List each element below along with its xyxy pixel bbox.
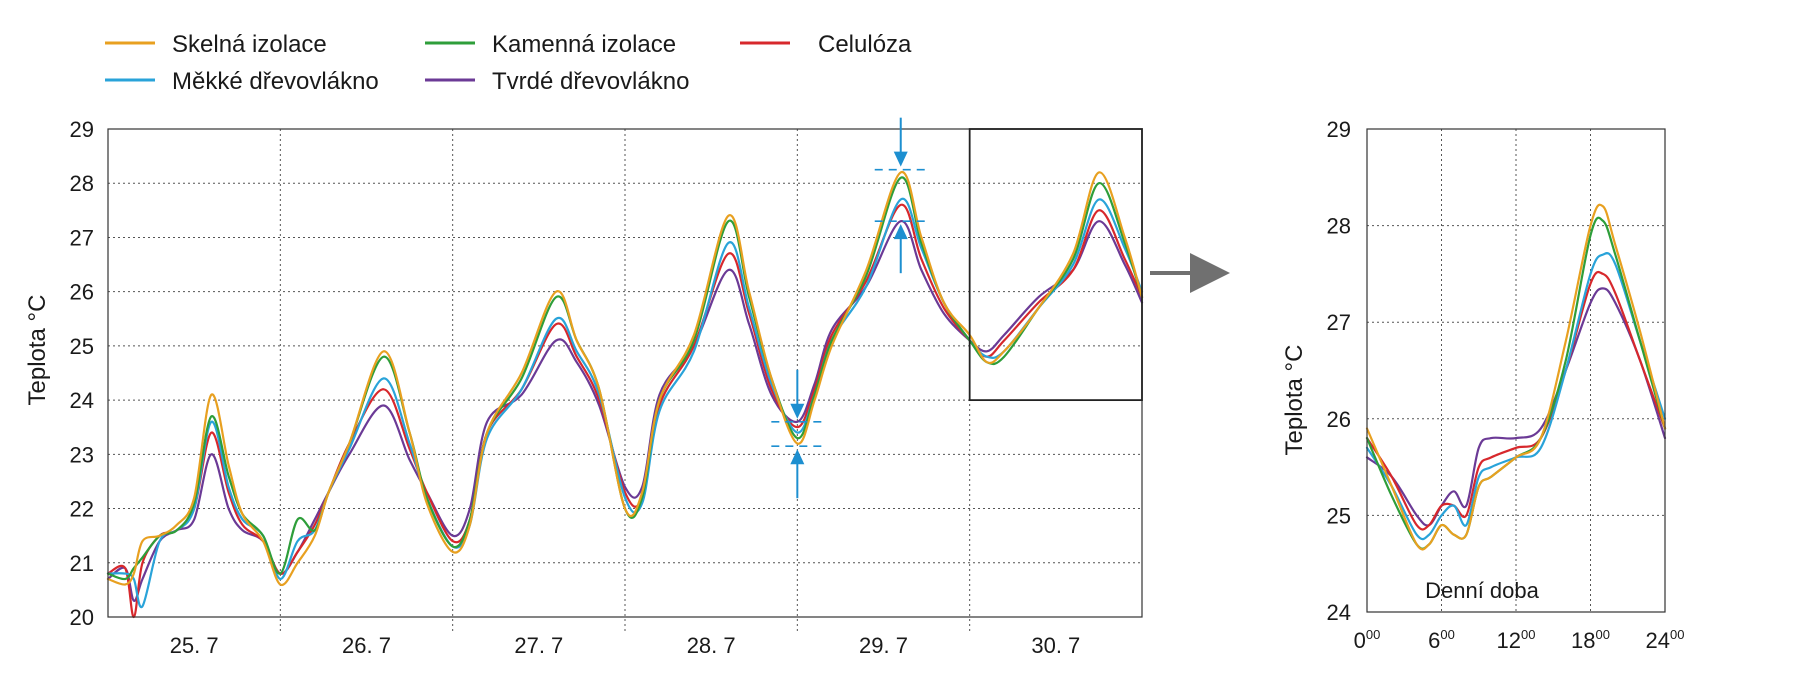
main-series-line-tvrde <box>106 220 1144 602</box>
main-y-tick-label: 20 <box>70 605 94 630</box>
main-y-tick-label: 28 <box>70 171 94 196</box>
amplitude-annotations <box>771 117 927 499</box>
main-chart: 20 21 22 23 24 25 26 27 28 29 25. 7 26. 7 27. 7 28. … <box>24 117 1144 658</box>
legend-item-tvrde: Tvrdé dřevovlákno <box>425 68 689 95</box>
main-y-tick-label: 26 <box>70 280 94 305</box>
down-arrow-icon <box>790 403 805 419</box>
zoom-y-tick-label: 28 <box>1327 214 1351 239</box>
zoom-plot-frame <box>1366 128 1666 613</box>
main-y-axis-title: Teplota °C <box>24 295 51 406</box>
main-plot-frame <box>107 128 1143 618</box>
zoom-box <box>968 128 1143 402</box>
main-series <box>106 171 1144 619</box>
zoom-y-axis-title: Teplota °C <box>1281 345 1308 456</box>
main-series-line-celuloza <box>106 203 1144 619</box>
legend-item-celuloza: Celulóza <box>740 31 912 58</box>
zoom-x-tick-label: 1200 <box>1497 627 1536 653</box>
main-y-tick-label: 27 <box>70 225 94 250</box>
zoom-y-tick-label: 24 <box>1327 600 1351 625</box>
zoom-chart: 24 25 26 27 28 29 000 600 1200 1800 2400 Teplota … <box>1281 117 1684 653</box>
main-x-ticks: 25. 7 26. 7 27. 7 28. 7 29. 7 30. 7 <box>170 633 1081 658</box>
zoom-series <box>1365 203 1667 551</box>
main-y-tick-label: 29 <box>70 117 94 142</box>
main-x-tick-label: 27. 7 <box>514 633 563 658</box>
zoom-x-tick-label: 000 <box>1354 627 1381 653</box>
zoom-grid <box>1367 129 1665 612</box>
legend-label-tvrde: Tvrdé dřevovlákno <box>492 68 689 95</box>
zoom-y-tick-label: 25 <box>1327 503 1351 528</box>
main-x-tick-label: 28. 7 <box>687 633 736 658</box>
main-series-line-skelna <box>106 171 1144 587</box>
legend-label-celuloza: Celulóza <box>818 31 912 58</box>
zoom-series-line-tvrde <box>1365 287 1667 527</box>
main-x-tick-label: 25. 7 <box>170 633 219 658</box>
up-arrow-icon <box>893 224 908 240</box>
zoom-y-ticks: 24 25 26 27 28 29 <box>1327 117 1351 625</box>
up-arrow-icon <box>790 449 805 465</box>
main-grid <box>108 129 1142 631</box>
legend: Skelná izolace Kamenná izolace Celulóza … <box>105 31 912 95</box>
main-y-tick-label: 22 <box>70 497 94 522</box>
legend-label-kamenna: Kamenná izolace <box>492 31 676 58</box>
zoom-series-line-mekke <box>1365 252 1667 541</box>
main-y-ticks: 20 21 22 23 24 25 26 27 28 29 <box>70 117 94 630</box>
main-x-tick-label: 30. 7 <box>1031 633 1080 658</box>
zoom-y-tick-label: 27 <box>1327 310 1351 335</box>
legend-label-skelna: Skelná izolace <box>172 31 327 58</box>
main-x-tick-label: 26. 7 <box>342 633 391 658</box>
main-y-tick-label: 21 <box>70 551 94 576</box>
legend-item-skelna: Skelná izolace <box>105 31 327 58</box>
main-y-tick-label: 23 <box>70 442 94 467</box>
zoom-x-tick-label: 2400 <box>1646 627 1685 653</box>
zoom-x-tick-label: 1800 <box>1571 627 1610 653</box>
down-arrow-icon <box>893 151 908 167</box>
zoom-y-tick-label: 26 <box>1327 407 1351 432</box>
zoom-x-ticks: 000 600 1200 1800 2400 <box>1354 627 1685 653</box>
legend-item-kamenna: Kamenná izolace <box>425 31 676 58</box>
main-x-tick-label: 29. 7 <box>859 633 908 658</box>
zoom-x-tick-label: 600 <box>1428 627 1455 653</box>
zoom-series-line-skelna <box>1365 203 1667 551</box>
zoom-series-line-celuloza <box>1365 270 1667 531</box>
main-y-tick-label: 24 <box>70 388 94 413</box>
legend-item-mekke: Měkké dřevovlákno <box>105 68 379 95</box>
legend-label-mekke: Měkké dřevovlákno <box>172 68 379 95</box>
zoom-x-axis-title: Denní doba <box>1425 578 1540 603</box>
main-y-tick-label: 25 <box>70 334 94 359</box>
zoom-y-tick-label: 29 <box>1327 117 1351 142</box>
